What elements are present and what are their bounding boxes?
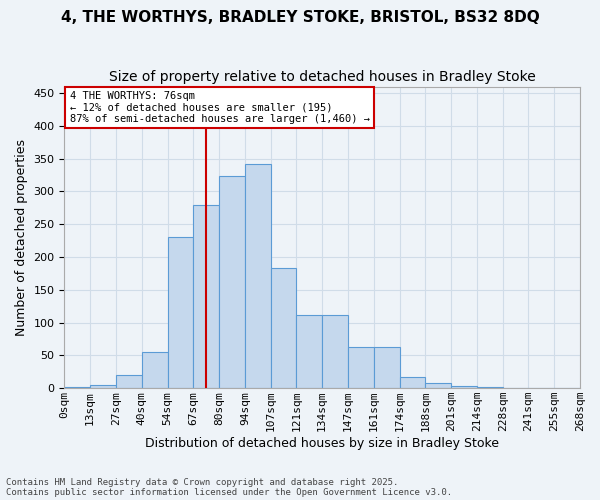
Bar [477, 387, 503, 388]
Bar [245, 164, 271, 388]
Bar [167, 238, 193, 388]
Text: Contains HM Land Registry data © Crown copyright and database right 2025.
Contai: Contains HM Land Registry data © Crown c… [6, 478, 452, 497]
Bar [142, 352, 167, 388]
Title: Size of property relative to detached houses in Bradley Stoke: Size of property relative to detached ho… [109, 70, 536, 84]
Bar [90, 385, 116, 388]
Bar [400, 377, 425, 388]
Text: 4 THE WORTHYS: 76sqm
← 12% of detached houses are smaller (195)
87% of semi-deta: 4 THE WORTHYS: 76sqm ← 12% of detached h… [70, 91, 370, 124]
Bar [296, 314, 322, 388]
Bar [219, 176, 245, 388]
Bar [425, 383, 451, 388]
Bar [322, 314, 348, 388]
Bar [271, 268, 296, 388]
Bar [193, 204, 219, 388]
Bar [116, 375, 142, 388]
Bar [348, 347, 374, 388]
Bar [451, 386, 477, 388]
Y-axis label: Number of detached properties: Number of detached properties [15, 139, 28, 336]
Bar [64, 387, 90, 388]
X-axis label: Distribution of detached houses by size in Bradley Stoke: Distribution of detached houses by size … [145, 437, 499, 450]
Text: 4, THE WORTHYS, BRADLEY STOKE, BRISTOL, BS32 8DQ: 4, THE WORTHYS, BRADLEY STOKE, BRISTOL, … [61, 10, 539, 25]
Bar [374, 347, 400, 388]
